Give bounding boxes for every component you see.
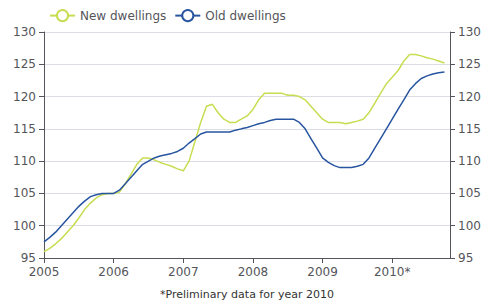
svg-text:2007: 2007 (168, 265, 199, 279)
svg-text:110: 110 (458, 154, 481, 168)
svg-text:2006: 2006 (98, 265, 129, 279)
svg-text:105: 105 (13, 186, 36, 200)
svg-text:110: 110 (13, 154, 36, 168)
svg-text:115: 115 (458, 122, 481, 136)
svg-text:120: 120 (13, 90, 36, 104)
svg-text:Old dwellings: Old dwellings (205, 9, 286, 23)
svg-text:130: 130 (458, 25, 481, 39)
svg-text:95: 95 (21, 251, 36, 265)
svg-text:*Preliminary data for year 201: *Preliminary data for year 2010 (160, 288, 334, 301)
svg-text:2010*: 2010* (374, 265, 411, 279)
svg-text:125: 125 (458, 57, 481, 71)
svg-text:115: 115 (13, 122, 36, 136)
svg-text:New dwellings: New dwellings (80, 9, 166, 23)
svg-text:120: 120 (458, 90, 481, 104)
svg-text:125: 125 (13, 57, 36, 71)
svg-text:100: 100 (13, 219, 36, 233)
svg-text:130: 130 (13, 25, 36, 39)
svg-text:2008: 2008 (238, 265, 269, 279)
svg-text:105: 105 (458, 186, 481, 200)
svg-text:100: 100 (458, 219, 481, 233)
svg-text:95: 95 (458, 251, 473, 265)
svg-text:2009: 2009 (307, 265, 338, 279)
svg-text:2005: 2005 (29, 265, 60, 279)
